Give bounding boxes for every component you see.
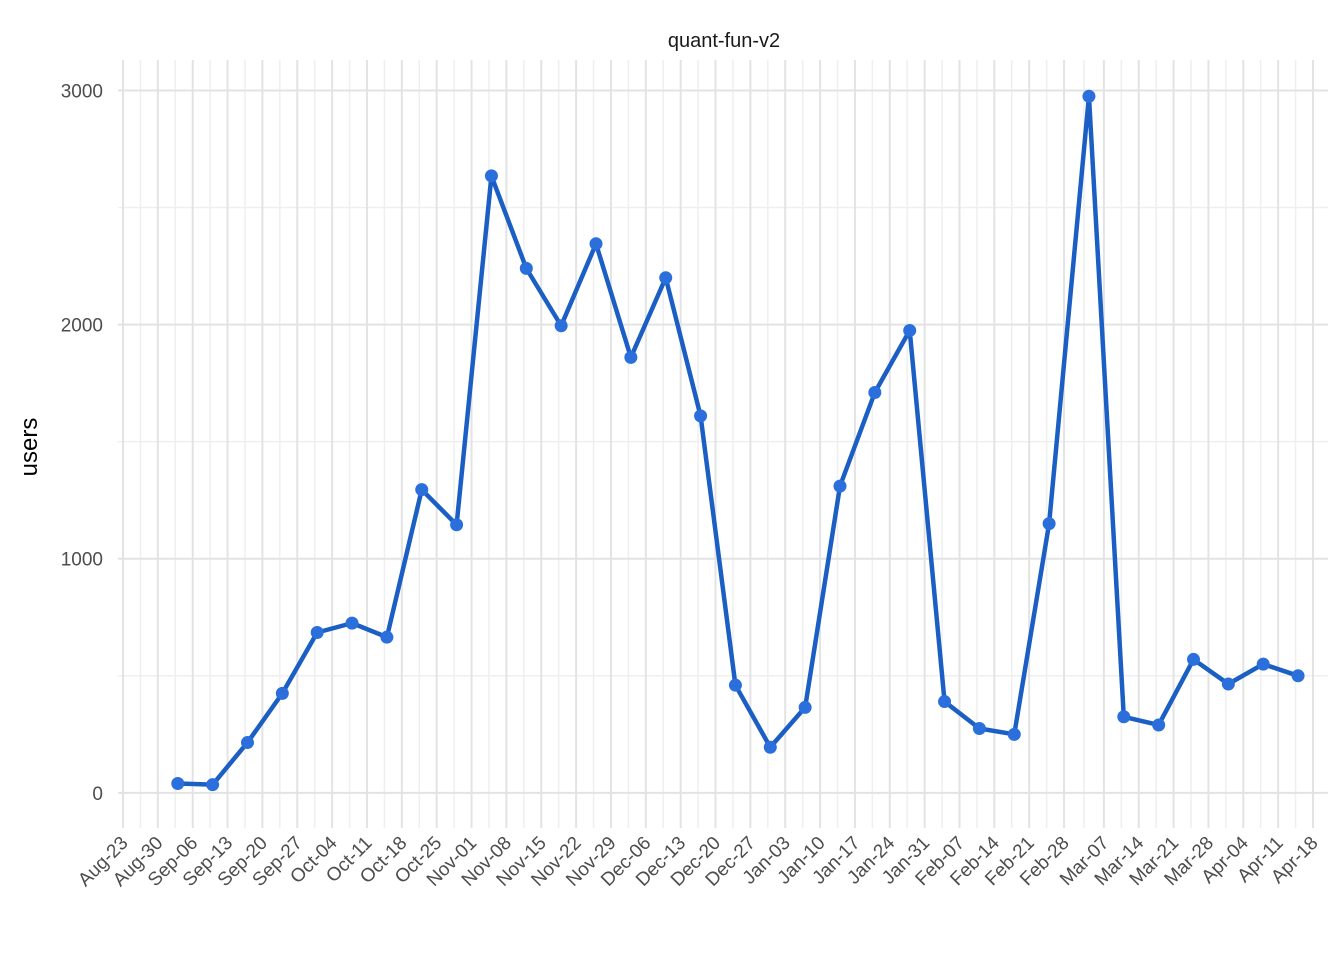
y-tick-label: 0	[92, 784, 103, 805]
gridlines	[118, 60, 1328, 828]
y-tick-label: 1000	[61, 550, 103, 571]
y-axis-ticks: 0 1000 2000 3000	[61, 81, 103, 804]
data-point	[1082, 89, 1096, 103]
data-point	[519, 261, 533, 275]
data-point	[1117, 710, 1131, 724]
data-point	[728, 678, 742, 692]
data-point	[868, 385, 882, 399]
data-point	[1007, 727, 1021, 741]
data-point	[206, 778, 220, 792]
data-point	[903, 323, 917, 337]
data-point	[484, 169, 498, 183]
data-point	[1291, 669, 1305, 683]
data-point	[763, 740, 777, 754]
data-point	[624, 350, 638, 364]
y-tick-label: 3000	[61, 81, 103, 102]
x-axis-ticks: Aug-23Aug-30Sep-06Sep-13Sep-20Sep-27Oct-…	[74, 832, 1322, 890]
data-point	[310, 625, 324, 639]
data-point	[659, 271, 673, 285]
data-point	[694, 409, 708, 423]
data-point	[380, 630, 394, 644]
series-users	[171, 89, 1305, 792]
data-point	[345, 616, 359, 630]
data-point	[415, 483, 429, 497]
data-point	[1042, 517, 1056, 531]
data-point	[1152, 718, 1166, 732]
data-point	[1187, 652, 1201, 666]
data-point	[450, 518, 464, 532]
data-point	[240, 736, 254, 750]
data-point	[972, 721, 986, 735]
data-point	[589, 237, 603, 251]
data-point	[1256, 657, 1270, 671]
data-point	[938, 695, 952, 709]
data-point	[171, 777, 185, 791]
data-point	[1221, 677, 1235, 691]
y-axis-label: users	[16, 418, 43, 477]
data-point	[554, 319, 568, 333]
data-point	[833, 479, 847, 493]
data-point	[798, 700, 812, 714]
chart-title: quant-fun-v2	[668, 30, 780, 52]
data-point	[275, 686, 289, 700]
y-tick-label: 2000	[61, 316, 103, 337]
